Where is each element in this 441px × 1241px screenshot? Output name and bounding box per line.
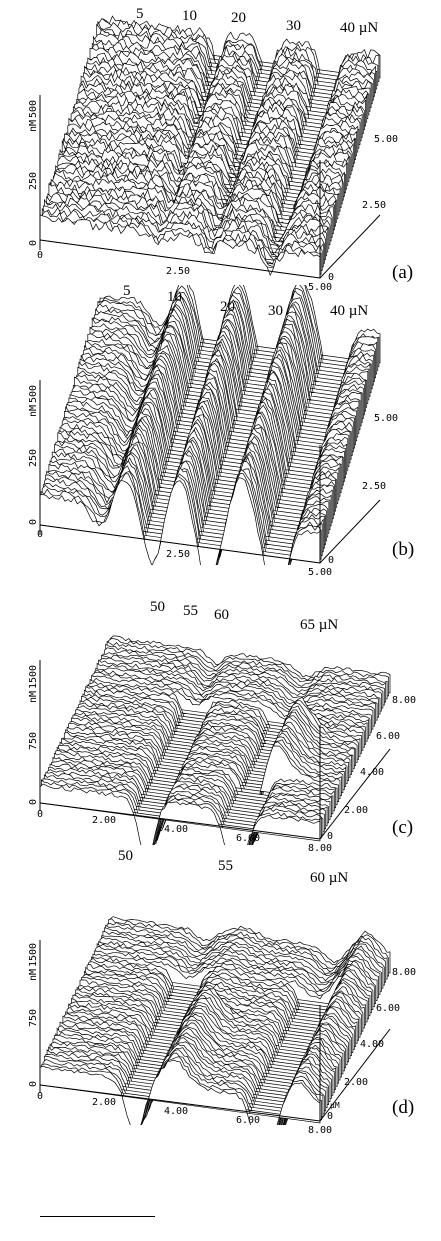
y-tick: 4.00 — [360, 1039, 385, 1050]
x-tick: 8.00 — [308, 843, 333, 854]
force-label: 60 µN — [310, 870, 349, 886]
surface-profile-line — [39, 1059, 321, 1125]
surface-plot-b — [39, 285, 381, 565]
panel-label: (d) — [392, 1097, 415, 1118]
panel-c: 50 55 60 65 µN nM 1500 750 0 0 2.00 4.00… — [0, 565, 441, 854]
surface-plot-a — [39, 15, 381, 279]
z-tick: 750 — [28, 1008, 39, 1027]
y-tick: 6.00 — [376, 1003, 401, 1014]
footnote-rule — [40, 1216, 155, 1217]
surface-profile-line — [39, 477, 321, 565]
x-tick: 6.00 — [236, 833, 261, 844]
z-tick: 500 — [28, 99, 39, 118]
x-tick: 5.00 — [308, 567, 333, 578]
z-unit: nM — [28, 690, 39, 703]
force-label: 55 — [218, 858, 233, 874]
panel-label: (c) — [392, 817, 414, 838]
z-tick: 0 — [28, 798, 39, 805]
force-label: 55 — [183, 603, 198, 619]
z-tick: 750 — [28, 731, 39, 750]
y-tick: 0 — [328, 555, 335, 566]
x-tick: 0 — [37, 529, 44, 540]
axes-d — [39, 940, 391, 1122]
force-label: 30 — [286, 18, 301, 34]
z-unit: nM — [28, 119, 39, 132]
surface-plot-c — [39, 635, 391, 845]
z-unit: nM — [28, 404, 39, 417]
x-tick: 5.00 — [308, 282, 333, 293]
surface-profile-line — [39, 783, 321, 845]
y-tick: 0 — [328, 272, 335, 283]
axes-c — [39, 660, 391, 840]
panel-d: 50 55 60 µN nM 1500 750 0 0 2.00 4.00 6.… — [0, 845, 441, 1136]
x-tick: 0 — [37, 1091, 44, 1102]
surface-lines-b — [39, 285, 381, 565]
y-tick: 2.00 — [344, 805, 369, 816]
panel-label: (b) — [392, 539, 415, 560]
z-tick: 250 — [28, 448, 39, 467]
force-label: 50 — [118, 848, 133, 864]
y-tick: 0 — [327, 831, 334, 842]
y-tick: 6.00 — [376, 731, 401, 742]
force-label: 20 — [231, 10, 246, 26]
x-tick: 6.00 — [236, 1115, 261, 1126]
y-tick: 0 — [327, 1111, 334, 1122]
x-tick: 0 — [37, 809, 44, 820]
force-label: 5 — [136, 6, 144, 22]
z-tick: 0 — [28, 1080, 39, 1087]
force-label: 30 — [268, 303, 283, 319]
x-tick: 4.00 — [164, 824, 189, 835]
y-tick: 8.00 — [392, 695, 417, 706]
force-label: 50 — [150, 599, 165, 615]
y-tick: 2.50 — [362, 200, 387, 211]
force-label: 10 — [167, 289, 182, 305]
surface-profile-line — [39, 214, 321, 279]
z-tick: 250 — [28, 171, 39, 190]
axes-a — [39, 95, 381, 279]
x-tick: 0 — [37, 250, 44, 261]
force-label: 60 — [214, 607, 229, 623]
x-tick: 4.00 — [164, 1106, 189, 1117]
surface-lines-c — [39, 635, 391, 845]
force-label: 65 µN — [300, 617, 339, 633]
y-tick: 8.00 — [392, 967, 417, 978]
x-unit: µM — [330, 1101, 340, 1110]
y-tick: 2.50 — [362, 481, 387, 492]
z-unit: nM — [28, 968, 39, 981]
panel-label: (a) — [392, 262, 414, 283]
force-label: 10 — [182, 8, 197, 24]
x-tick: 2.50 — [166, 266, 191, 277]
y-tick: 5.00 — [374, 413, 399, 424]
y-tick: 4.00 — [360, 767, 385, 778]
panel-b: 5 10 20 30 40 µN nM 500 250 0 0 2.50 5.0… — [0, 283, 441, 578]
z-tick: 1500 — [28, 664, 39, 689]
surface-plot-d — [39, 916, 391, 1125]
axes-b — [39, 380, 381, 564]
panel-a: 5 10 20 30 40 µN nM 500 250 0 0 2.50 5.0… — [0, 0, 441, 293]
z-tick: 1500 — [28, 942, 39, 967]
force-label: 20 — [220, 299, 235, 315]
z-tick: 0 — [28, 239, 39, 246]
x-tick: 2.00 — [92, 1097, 117, 1108]
y-tick: 5.00 — [374, 134, 399, 145]
x-tick: 2.50 — [166, 549, 191, 560]
surface-lines-a — [39, 15, 381, 279]
force-label: 40 µN — [340, 20, 379, 36]
surface-lines-d — [39, 916, 391, 1125]
x-tick: 2.00 — [92, 815, 117, 826]
force-label: 5 — [123, 283, 131, 299]
z-tick: 0 — [28, 518, 39, 525]
y-tick: 2.00 — [344, 1077, 369, 1088]
z-tick: 500 — [28, 384, 39, 403]
force-label: 40 µN — [330, 303, 369, 319]
x-tick: 8.00 — [308, 1125, 333, 1136]
